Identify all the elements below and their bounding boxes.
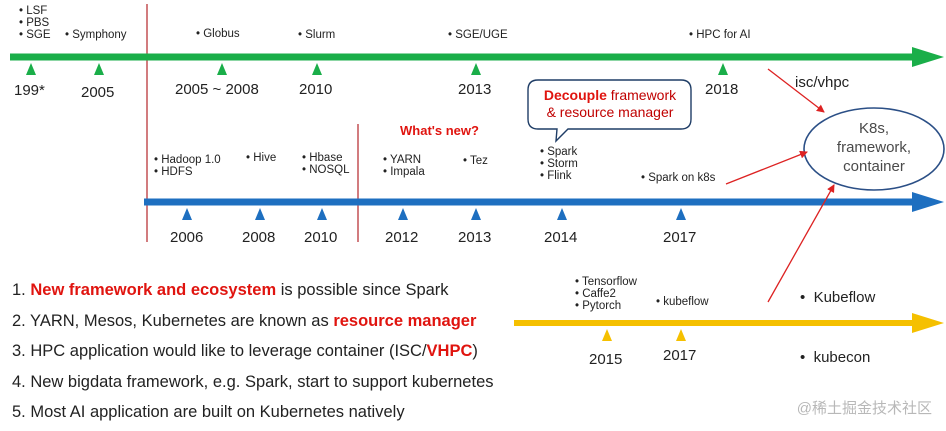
mid-marker-2017	[676, 208, 686, 220]
mid-item-spark-on-k8s: • Spark on k8s	[641, 172, 716, 184]
bottom-item-ai-frameworks: • Tensorflow • Caffe2 • Pytorch	[575, 276, 637, 312]
mid-marker-2010	[317, 208, 327, 220]
callout-line1-rest: framework	[606, 87, 677, 103]
top-year-2010: 2010	[299, 81, 333, 98]
note-5: 5. Most AI application are built on Kube…	[12, 403, 405, 421]
top-item-lsf-pbs-sge: • LSF • PBS • SGE	[19, 5, 51, 41]
decouple-callout-shape	[527, 79, 692, 143]
top-year-2013: 2013	[458, 81, 492, 98]
top-item-globus: • Globus	[196, 28, 240, 40]
callout-line2: & resource manager	[546, 104, 674, 120]
note-1: 1. New framework and ecosystem is possib…	[12, 281, 449, 299]
mid-marker-2006	[182, 208, 192, 220]
watermark: @稀土掘金技术社区	[796, 400, 932, 417]
mid-item-tez: • Tez	[463, 155, 488, 167]
k8s-ellipse	[803, 107, 945, 191]
mid-item-spark-storm-flink: • Spark • Storm • Flink	[540, 146, 578, 182]
kubeflow-kubecon-list: • Kubeflow • kubecon	[800, 289, 876, 366]
top-marker-2013	[471, 63, 481, 75]
top-marker-2018	[718, 63, 728, 75]
mid-item-hbase-nosql: • Hbase • NOSQL	[302, 152, 350, 176]
bottom-timeline-arrow	[514, 313, 944, 333]
arrow-from-spark-k8s-to-k8s	[725, 150, 808, 185]
note-4: 4. New bigdata framework, e.g. Spark, st…	[12, 372, 494, 391]
mid-item-hive: • Hive	[246, 152, 277, 164]
bottom-year-2017: 2017	[663, 347, 697, 364]
top-item-hpc-for-ai: • HPC for AI	[689, 29, 751, 41]
top-year-2005: 2005	[81, 84, 115, 101]
mid-year-2012: 2012	[385, 229, 419, 246]
mid-year-2013: 2013	[458, 229, 492, 246]
top-timeline-arrow	[10, 47, 944, 67]
bottom-year-2015: 2015	[589, 351, 623, 368]
top-marker-2010	[312, 63, 322, 75]
mid-year-2017: 2017	[663, 229, 697, 246]
top-marker-2005-2008	[217, 63, 227, 75]
middle-timeline-arrow	[144, 192, 944, 212]
decouple-callout-text: Decouple framework & resource manager	[532, 87, 688, 121]
isc-vhpc-label: isc/vhpc	[795, 74, 850, 91]
top-year-2018: 2018	[705, 81, 739, 98]
mid-year-2006: 2006	[170, 229, 204, 246]
mid-marker-2014	[557, 208, 567, 220]
decouple-highlight: Decouple	[543, 87, 607, 103]
top-year-199x: 199*	[14, 82, 45, 99]
bottom-marker-2017	[676, 329, 686, 341]
mid-item-hadoop-hdfs: • Hadoop 1.0 • HDFS	[154, 154, 221, 178]
top-item-slurm: • Slurm	[298, 29, 336, 41]
top-marker-199x	[26, 63, 36, 75]
bottom-marker-2015	[602, 329, 612, 341]
mid-item-yarn-impala: • YARN • Impala	[383, 154, 425, 178]
mid-year-2010: 2010	[304, 229, 338, 246]
mid-year-2014: 2014	[544, 229, 578, 246]
mid-marker-2012	[398, 208, 408, 220]
whats-new-label: What's new?	[400, 123, 479, 138]
note-3: 3. HPC application would like to leverag…	[12, 342, 478, 360]
bottom-item-kubeflow: • kubeflow	[656, 296, 709, 308]
note-2: 2. YARN, Mesos, Kubernetes are known as …	[12, 311, 477, 330]
arrow-from-hpc-to-k8s	[767, 68, 825, 113]
key-notes-list: 1. New framework and ecosystem is possib…	[12, 275, 494, 428]
arrow-from-kubeflow-to-k8s	[767, 184, 835, 303]
top-item-sge-uge: • SGE/UGE	[448, 29, 508, 41]
mid-marker-2013	[471, 208, 481, 220]
k8s-ellipse-text: K8s, framework, container	[836, 120, 912, 175]
top-marker-2005	[94, 63, 104, 75]
top-item-symphony: • Symphony	[65, 29, 127, 41]
mid-year-2008: 2008	[242, 229, 276, 246]
mid-marker-2008	[255, 208, 265, 220]
top-year-2005-2008: 2005 ~ 2008	[175, 81, 259, 98]
